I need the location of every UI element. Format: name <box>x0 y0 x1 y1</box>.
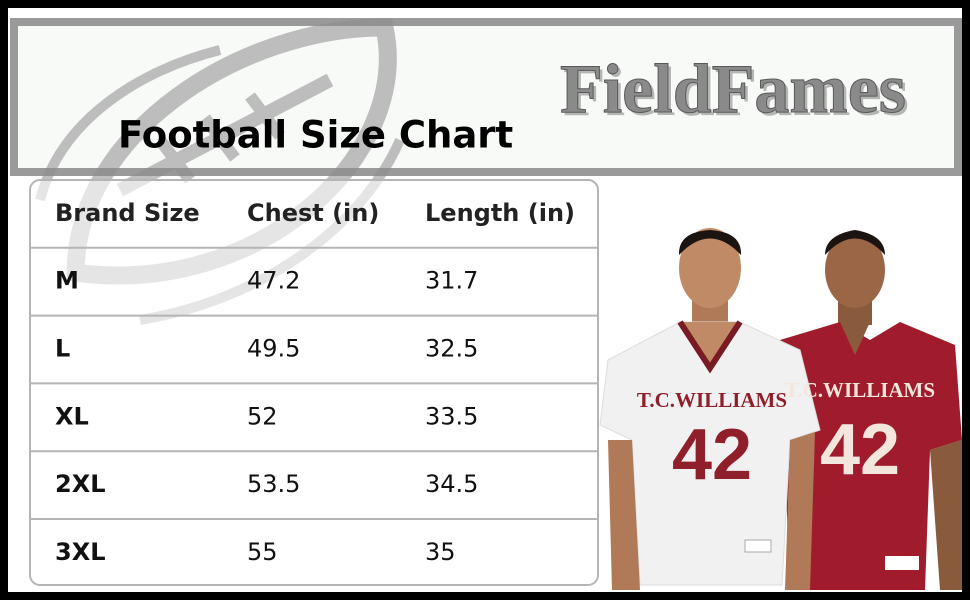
measurement: 35 <box>425 538 456 566</box>
jersey-team: T.C.WILLIAMS <box>785 378 935 402</box>
column-header: Chest (in) <box>247 199 379 227</box>
jersey-team: T.C.WILLIAMS <box>637 388 787 412</box>
size-table: Brand Size Chest (in) Length (in) M 47.2 31.7… <box>31 199 597 566</box>
size-label: 3XL <box>55 538 106 566</box>
column-header: Length (in) <box>425 199 575 227</box>
model-back <box>780 230 962 590</box>
measurement: 34.5 <box>425 470 478 498</box>
measurement: 52 <box>247 402 278 430</box>
measurement: 53.5 <box>247 470 300 498</box>
jersey-number: 42 <box>672 415 752 495</box>
size-label: 2XL <box>55 470 106 498</box>
column-header: Brand Size <box>55 199 200 227</box>
measurement: 31.7 <box>425 267 478 295</box>
brand-name: FieldFames <box>560 51 906 128</box>
measurement: 47.2 <box>247 267 300 295</box>
brand-shadow: FieldFames <box>563 54 909 131</box>
size-label: XL <box>55 402 89 430</box>
measurement: 55 <box>247 538 278 566</box>
size-label: L <box>55 335 70 363</box>
model-front <box>599 228 821 590</box>
chart-title: Football Size Chart <box>118 114 513 157</box>
measurement: 49.5 <box>247 335 300 363</box>
measurement: 33.5 <box>425 402 478 430</box>
jersey-number: 42 <box>820 410 900 490</box>
measurement: 32.5 <box>425 335 478 363</box>
size-label: M <box>55 267 79 295</box>
